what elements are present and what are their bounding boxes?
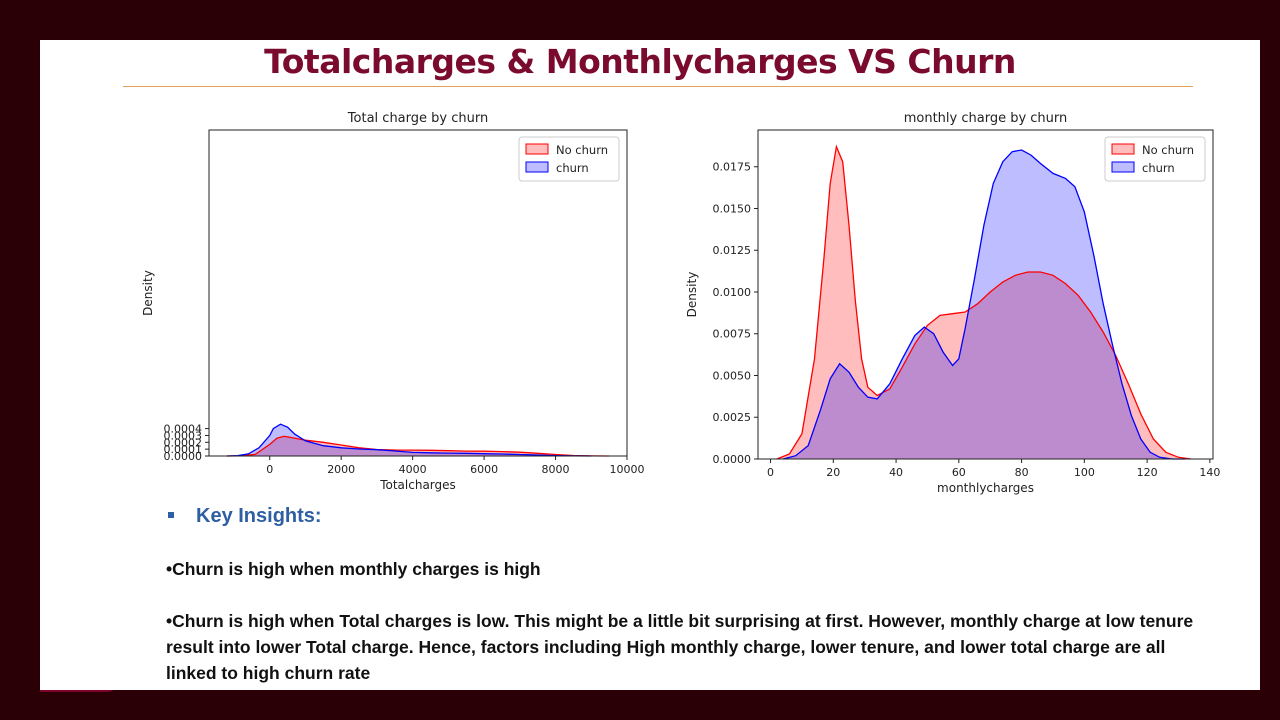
slide-panel <box>40 40 1260 690</box>
total-chart-ytick-label: 0.0004 <box>164 423 203 436</box>
insight-point-1: •Churn is high when monthly charges is h… <box>166 559 541 579</box>
total-charge-chart: 0 2000 4000 6000 8000 10000 0.0000 0.0001 0.0002… <box>132 102 652 506</box>
monthly-chart-xtick-label: 120 <box>1137 466 1158 479</box>
monthly-charge-chart-svg: 0 20 40 60 80 100 120 140 0.0000 0.0025 0.0050 0.00… <box>685 111 1220 495</box>
total-chart-plot-frame <box>208 129 628 457</box>
monthly-chart-xtick-label: 60 <box>952 466 966 479</box>
monthly-chart-ytick-label: 0.0050 <box>713 369 752 382</box>
total-chart-legend-label-no-churn: No churn <box>556 143 608 157</box>
total-chart-ytick-label: 0.0001 <box>164 443 203 456</box>
total-chart-xtick-label: 2000 <box>327 463 355 476</box>
monthly-chart-ytick-label: 0.0125 <box>713 244 752 257</box>
monthly-chart-ytick-label: 0.0000 <box>713 453 752 466</box>
total-chart-xtick-label: 6000 <box>470 463 498 476</box>
total-chart-ytick-label: 0.0003 <box>164 429 203 442</box>
total-chart-ylabel: Density <box>141 270 155 316</box>
total-chart-ytick-label: 0.0000 <box>164 450 203 463</box>
monthly-chart-legend-swatch-churn <box>1111 161 1135 173</box>
total-chart-xtick-label: 10000 <box>610 463 645 476</box>
monthly-chart-legend-label-no-churn: No churn <box>1142 143 1194 157</box>
monthly-chart-xlabel: monthlycharges <box>937 481 1034 495</box>
total-charge-chart-svg: 0 2000 4000 6000 8000 10000 0.00000.00010.0002… <box>141 111 645 492</box>
total-chart-line-churn <box>226 423 592 457</box>
insights-bullet-icon <box>168 512 174 518</box>
total-chart-title: Total charge by churn <box>347 111 488 126</box>
monthly-chart-line-churn <box>782 149 1185 460</box>
total-chart-area-no-churn <box>226 436 610 456</box>
monthly-chart-xtick-label: 140 <box>1199 466 1220 479</box>
monthly-chart-area-no-churn <box>776 146 1192 459</box>
insight-point-2: •Churn is high when Total charges is low… <box>166 611 1194 683</box>
insights-heading-text: Key Insights: <box>196 505 322 527</box>
monthly-chart-legend <box>1104 136 1206 182</box>
monthly-chart-area-churn <box>783 150 1185 459</box>
monthly-chart-legend-swatch-no-churn <box>1111 143 1135 155</box>
title-divider <box>123 86 1193 87</box>
total-chart-xtick-label: 0 <box>266 463 273 476</box>
total-chart-legend-swatch-no-churn <box>525 143 549 155</box>
total-chart-legend <box>518 136 620 182</box>
total-chart-xtick-label: 8000 <box>542 463 570 476</box>
total-chart-area-churn <box>226 424 592 456</box>
monthly-chart-ytick-label: 0.0150 <box>713 202 752 215</box>
insights-heading: Key Insights: <box>166 505 322 528</box>
monthly-chart-legend-label-churn: churn <box>1142 161 1175 175</box>
total-chart-legend-label-churn: churn <box>556 161 589 175</box>
monthly-chart-title: monthly charge by churn <box>904 111 1068 126</box>
monthly-chart-xtick-label: 80 <box>1015 466 1029 479</box>
total-chart-xlabel: Totalcharges <box>379 478 456 492</box>
total-chart-xtick-label: 4000 <box>399 463 427 476</box>
monthly-chart-ylabel: Density <box>685 272 699 318</box>
monthly-chart-ytick-label: 0.0100 <box>713 286 752 299</box>
monthly-chart-xtick-label: 100 <box>1074 466 1095 479</box>
monthly-chart-ytick-label: 0.0175 <box>713 161 752 174</box>
monthly-chart-ytick-label: 0.0075 <box>713 328 752 341</box>
total-chart-ytick-label: 0.0002 <box>164 436 203 449</box>
monthly-charge-chart: 0 20 40 60 80 100 120 140 0.0000 0.0025 0.0050 0.00… <box>670 102 1230 506</box>
monthly-chart-ytick-label: 0.0025 <box>713 411 752 424</box>
monthly-chart-plot-frame <box>757 129 1214 460</box>
monthly-chart-xtick-label: 40 <box>889 466 903 479</box>
monthly-chart-xtick-label: 20 <box>826 466 840 479</box>
monthly-chart-xtick-label: 0 <box>767 466 774 479</box>
total-chart-legend-swatch-churn <box>525 161 549 173</box>
slide-title: Totalcharges & Monthlycharges VS Churn <box>264 42 1016 81</box>
